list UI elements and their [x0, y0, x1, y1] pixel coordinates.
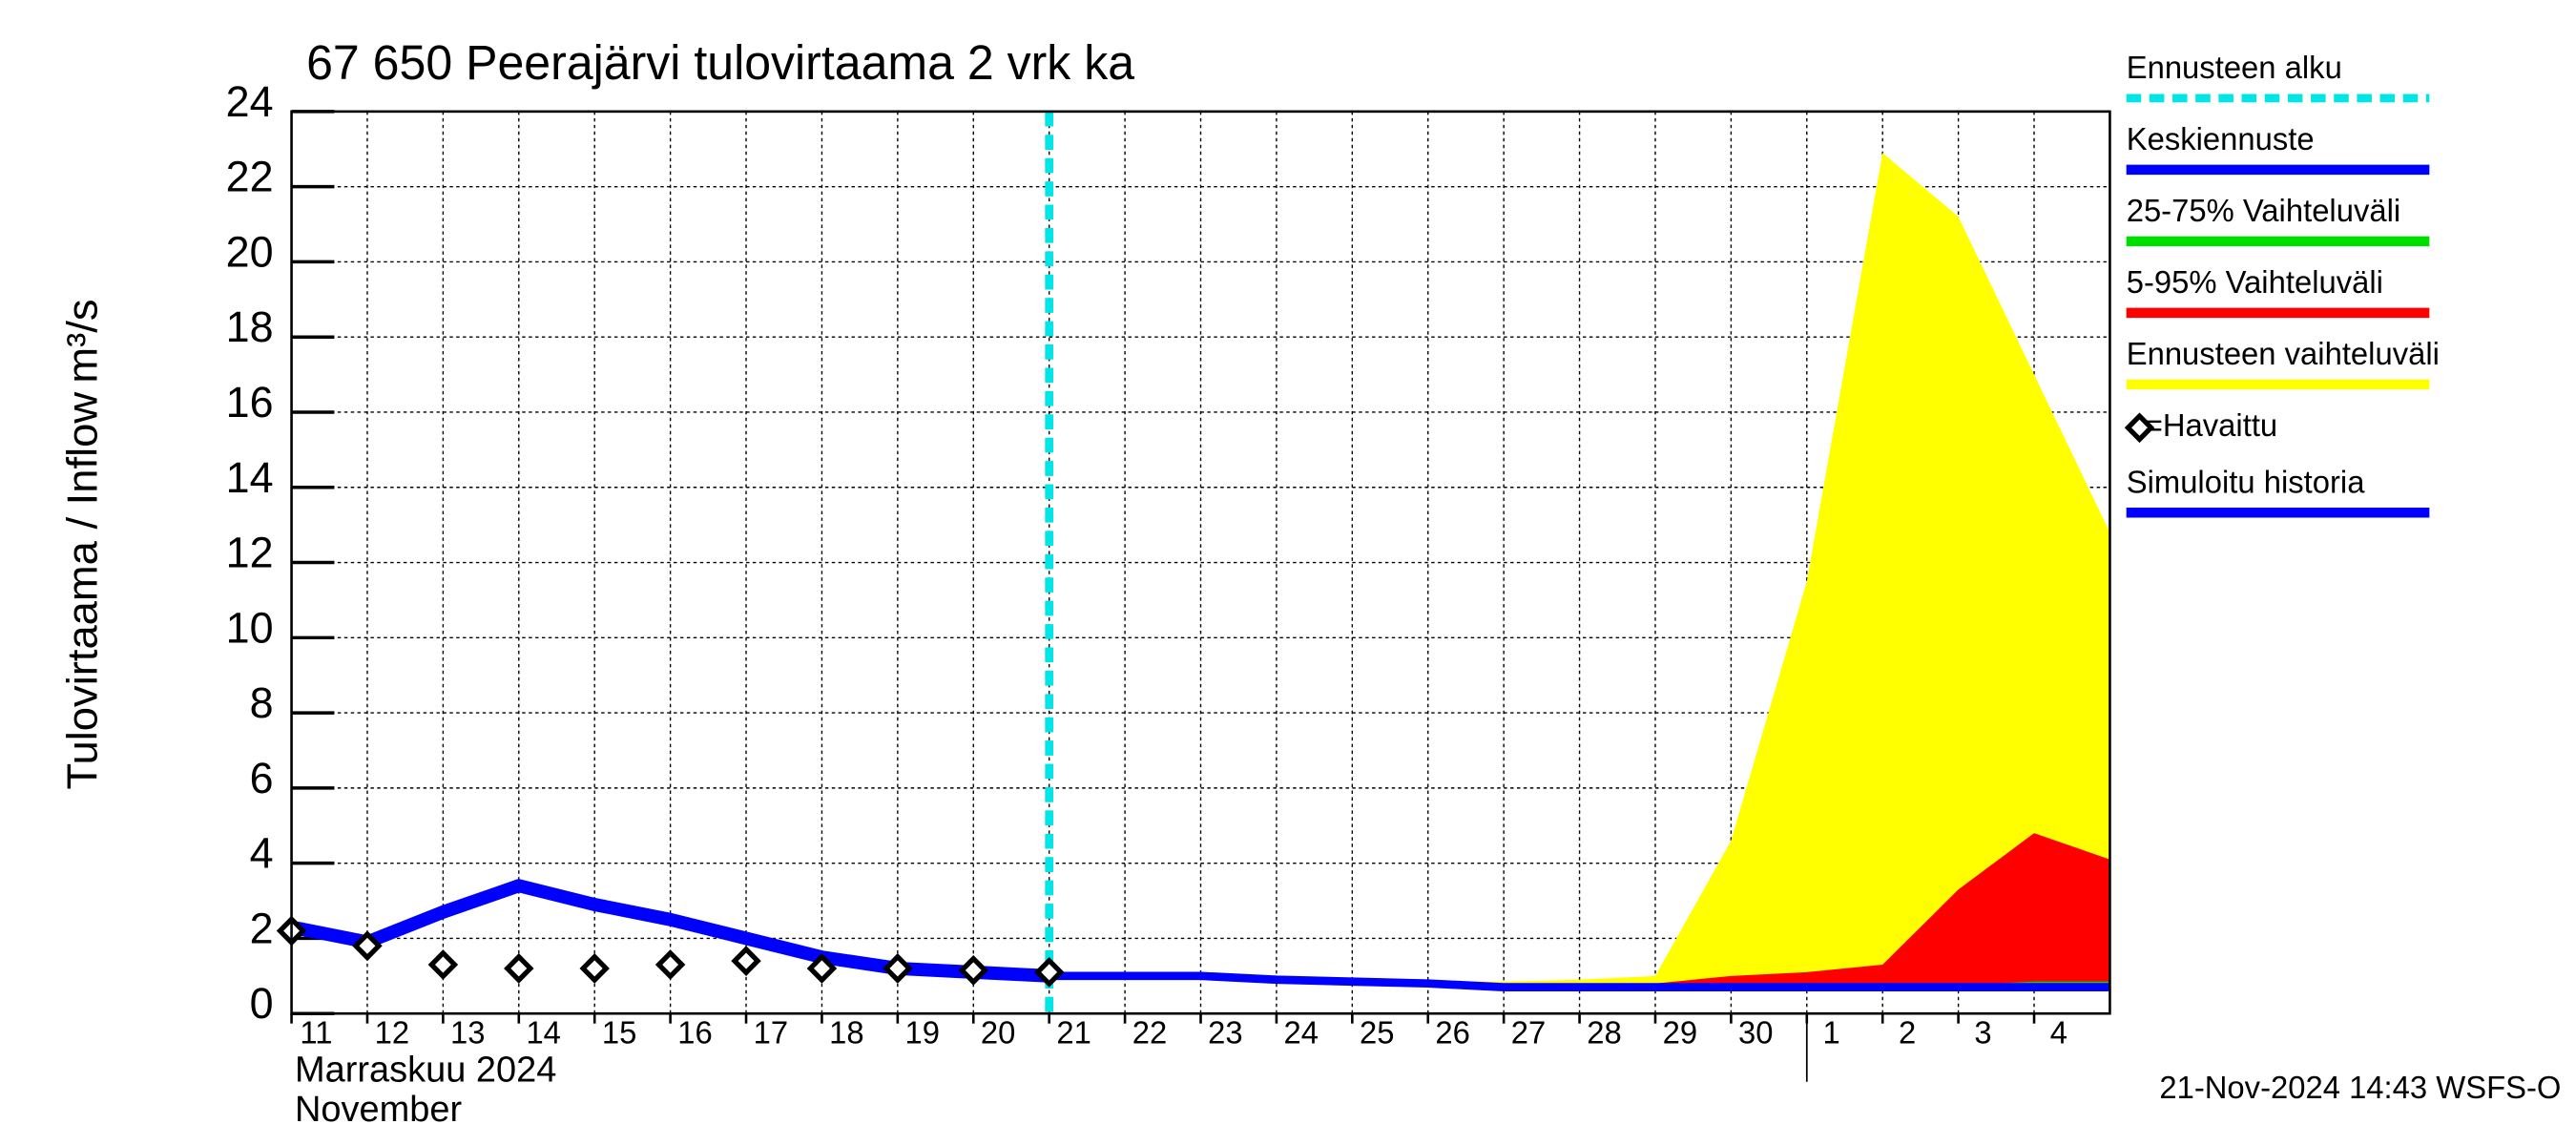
y-tick-label: 6	[250, 754, 274, 802]
x-tick-label: 11	[300, 1014, 332, 1050]
legend: Ennusteen alku Keskiennuste 25-75% Vaihtel…	[2124, 50, 2440, 518]
y-tick-label: 14	[226, 453, 274, 502]
chart-title: 67 650 Peerajärvi tulovirtaama 2 vrk ka	[306, 35, 1134, 90]
series-line	[290, 879, 1050, 983]
x-tick-label: 12	[375, 1014, 409, 1050]
x-tick-label: 16	[677, 1014, 712, 1050]
observed-marker	[958, 955, 989, 986]
series-line	[1049, 971, 2110, 991]
observed-marker	[654, 949, 686, 980]
y-axis-unit: m³/s	[58, 299, 107, 383]
legend-marker	[2124, 412, 2155, 444]
x-tick-label: 29	[1663, 1014, 1697, 1050]
legend-label: Ennusteen vaihteluväli	[2127, 336, 2440, 371]
y-tick-label: 0	[250, 979, 274, 1028]
x-tick-label: 21	[1056, 1014, 1091, 1050]
x-tick-label: 25	[1360, 1014, 1394, 1050]
y-tick-label: 10	[226, 603, 274, 652]
observed-marker	[731, 946, 761, 976]
forecast-band	[1049, 153, 2110, 991]
x-tick-label: 14	[526, 1014, 560, 1050]
x-tick-label: 17	[754, 1014, 788, 1050]
observed-marker	[806, 953, 838, 984]
y-tick-label: 18	[226, 302, 274, 351]
x-tick-label: 2	[1899, 1014, 1916, 1050]
y-tick-label: 16	[226, 378, 274, 427]
footer: 21-Nov-2024 14:43 WSFS-O	[2159, 1070, 2561, 1105]
legend-label: Keskiennuste	[2127, 121, 2315, 156]
x-tick-label: 3	[1974, 1014, 1991, 1050]
legend-label: =Havaittu	[2145, 407, 2277, 443]
observed-marker	[1033, 956, 1065, 988]
y-tick-label: 24	[226, 77, 274, 126]
forecast-band	[1049, 833, 2110, 991]
x-tick-label: 4	[2050, 1014, 2067, 1050]
x-tick-label: 26	[1435, 1014, 1469, 1050]
x-tick-label: 19	[905, 1014, 940, 1050]
x-tick-label: 20	[981, 1014, 1015, 1050]
observed-marker	[427, 949, 459, 980]
x-tick-label: 15	[602, 1014, 636, 1050]
observed-marker	[579, 953, 610, 984]
month-label: Marraskuu 2024	[295, 1049, 556, 1090]
month-label-en: November	[295, 1089, 462, 1130]
x-tick-label: 18	[829, 1014, 863, 1050]
y-tick-label: 12	[226, 528, 274, 576]
x-tick-label: 1	[1823, 1014, 1840, 1050]
y-tick-label: 4	[250, 828, 274, 877]
x-tick-label: 13	[450, 1014, 485, 1050]
y-tick-label: 2	[250, 904, 274, 952]
y-tick-label: 20	[226, 227, 274, 276]
x-tick-label: 27	[1511, 1014, 1546, 1050]
y-tick-label: 8	[250, 678, 274, 727]
legend-label: 5-95% Vaihteluväli	[2127, 264, 2383, 300]
observed-marker	[352, 930, 383, 962]
legend-label: Simuloitu historia	[2127, 464, 2365, 499]
legend-label: Ennusteen alku	[2127, 50, 2342, 85]
legend-label: 25-75% Vaihteluväli	[2127, 193, 2400, 228]
x-tick-label: 28	[1587, 1014, 1621, 1050]
observed-marker	[504, 953, 534, 984]
x-tick-label: 23	[1208, 1014, 1242, 1050]
y-tick-label: 22	[226, 152, 274, 200]
x-tick-label: 24	[1284, 1014, 1319, 1050]
x-tick-label: 30	[1738, 1014, 1773, 1050]
observed-marker	[883, 953, 913, 984]
x-tick-label: 22	[1132, 1014, 1167, 1050]
y-axis-label: Tulovirtaama / Inflow	[58, 391, 107, 789]
plot-frame	[290, 110, 2111, 1015]
